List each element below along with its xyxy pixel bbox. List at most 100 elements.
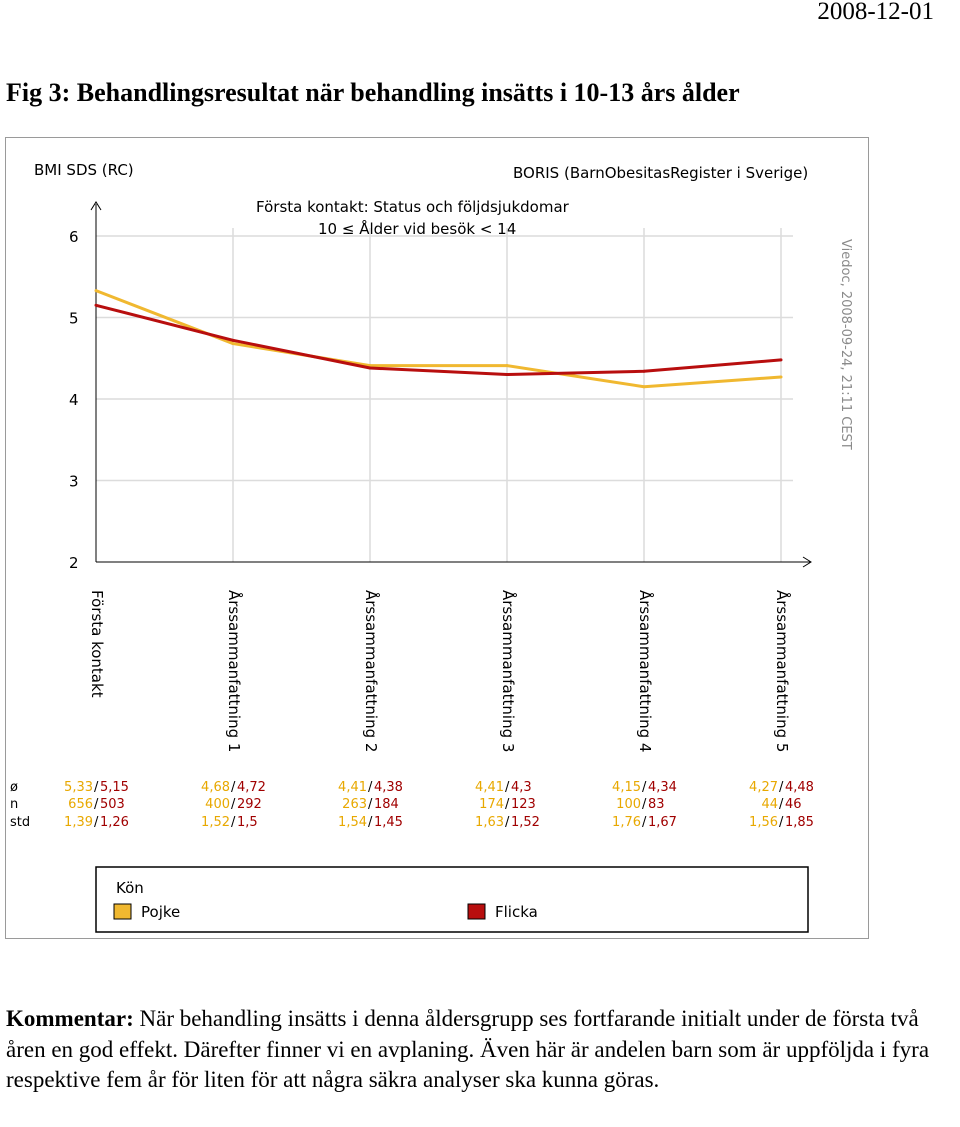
document-date: 2008-12-01 [817,0,934,25]
comment-text: När behandling insätts i denna åldersgru… [6,1006,930,1092]
stat-std-girl-3: 1,52 [511,815,540,830]
source-label: BORIS (BarnObesitasRegister i Sverige) [513,164,808,182]
stat-separator: / [231,815,236,830]
stat-mean-girl-0: 5,15 [100,780,129,795]
data-point-pojke-2 [368,364,372,368]
stat-separator: / [779,797,784,812]
stat-mean-girl-3: 4,3 [511,780,532,795]
stat-row-label-std: std [10,815,30,830]
line-chart: BMI SDS (RC) BORIS (BarnObesitasRegister… [10,161,853,933]
stat-std-girl-0: 1,26 [100,815,129,830]
stat-separator: / [94,780,99,795]
stat-row-label-mean: ø [10,780,18,795]
data-point-flicka-0 [94,303,98,307]
stat-separator: / [642,815,647,830]
stat-std-boy-4: 1,76 [612,815,641,830]
stat-n-girl-1: 292 [237,797,262,812]
stat-n-boy-3: 174 [479,797,504,812]
stat-mean-girl-1: 4,72 [237,780,266,795]
y-tick-4: 4 [69,391,79,409]
y-tick-2: 2 [69,554,79,572]
x-tick-label-1: Årssammanfattning 1 [225,590,244,752]
stat-separator: / [368,815,373,830]
legend-title: Kön [116,879,144,897]
stat-separator: / [779,815,784,830]
stat-row-label-n: n [10,797,18,812]
chart-frame: BMI SDS (RC) BORIS (BarnObesitasRegister… [5,137,869,939]
grid [96,228,793,562]
stat-mean-girl-4: 4,34 [648,780,677,795]
chart-subtitle-2: 10 ≤ Ålder vid besök < 14 [318,219,516,238]
stat-separator: / [368,797,373,812]
data-point-pojke-3 [505,364,509,368]
x-tick-label-0: Första kontakt [88,590,106,698]
x-axis-arrow [802,556,812,568]
data-point-pojke-1 [231,342,235,346]
figure-title: Fig 3: Behandlingsresultat när behandlin… [6,78,740,107]
stat-n-girl-2: 184 [374,797,399,812]
stat-std-girl-4: 1,67 [648,815,677,830]
stat-std-boy-1: 1,52 [201,815,230,830]
stat-separator: / [368,780,373,795]
stat-mean-boy-0: 5,33 [64,780,93,795]
stat-mean-boy-2: 4,41 [338,780,367,795]
stat-n-boy-4: 100 [616,797,641,812]
stat-n-boy-1: 400 [205,797,230,812]
x-tick-label-2: Årssammanfattning 2 [362,590,381,752]
stat-mean-boy-1: 4,68 [201,780,230,795]
x-tick-label-4: Årssammanfattning 4 [636,590,655,752]
stat-std-boy-5: 1,56 [749,815,778,830]
y-axis-label: BMI SDS (RC) [34,161,134,179]
y-tick-3: 3 [69,473,79,491]
data-point-pojke-5 [779,375,783,379]
stat-separator: / [505,780,510,795]
data-point-pojke-0 [94,289,98,293]
stat-separator: / [231,780,236,795]
stat-n-girl-4: 83 [648,797,665,812]
stat-separator: / [94,815,99,830]
comment-label: Kommentar: [6,1006,134,1031]
series [94,289,783,389]
stat-n-girl-3: 123 [511,797,536,812]
stat-std-girl-5: 1,85 [785,815,814,830]
stat-mean-girl-5: 4,48 [785,780,814,795]
data-point-flicka-1 [231,338,235,342]
watermark: Viedoc, 2008-09-24, 21:11 CEST [838,239,853,450]
stat-separator: / [231,797,236,812]
x-tick-label-5: Årssammanfattning 5 [773,590,792,752]
stat-n-boy-0: 656 [68,797,93,812]
stat-separator: / [94,797,99,812]
stat-separator: / [505,815,510,830]
chart-subtitle-1: Första kontakt: Status och följdsjukdoma… [256,198,570,216]
x-tick-labels: Första kontakt Årssammanfattning 1 Årssamm… [88,590,792,752]
legend-swatch-flicka [467,903,486,920]
stat-std-girl-2: 1,45 [374,815,403,830]
series-line-flicka [95,303,782,377]
stat-mean-boy-5: 4,27 [749,780,778,795]
axes: 2 3 4 5 6 [69,201,812,572]
stat-mean-girl-2: 4,38 [374,780,403,795]
stat-separator: / [642,797,647,812]
legend-swatch-pojke [113,903,132,920]
data-point-flicka-4 [642,369,646,373]
stat-mean-boy-3: 4,41 [475,780,504,795]
legend: Kön Pojke Flicka [95,866,809,933]
legend-label-flicka: Flicka [495,903,538,921]
stat-separator: / [505,797,510,812]
stat-n-boy-5: 44 [761,797,778,812]
stat-n-girl-0: 503 [100,797,125,812]
data-point-flicka-3 [505,373,509,377]
y-tick-5: 5 [69,310,79,328]
comment-paragraph: Kommentar: När behandling insätts i denn… [6,1004,958,1096]
stat-std-boy-2: 1,54 [338,815,367,830]
y-axis-arrow [90,201,102,211]
stat-std-boy-3: 1,63 [475,815,504,830]
stat-std-girl-1: 1,5 [237,815,258,830]
y-tick-6: 6 [69,228,79,246]
data-point-flicka-2 [368,366,372,370]
stat-n-girl-5: 46 [785,797,802,812]
legend-label-pojke: Pojke [141,903,180,921]
x-tick-label-3: Årssammanfattning 3 [499,590,518,752]
data-point-pojke-4 [642,385,646,389]
stat-separator: / [642,780,647,795]
